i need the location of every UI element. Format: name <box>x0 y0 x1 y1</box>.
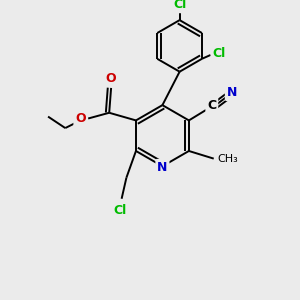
Text: O: O <box>75 112 86 125</box>
Text: Cl: Cl <box>173 0 186 11</box>
Text: N: N <box>157 161 168 174</box>
Text: O: O <box>106 72 116 85</box>
Text: CH₃: CH₃ <box>218 154 238 164</box>
Text: Cl: Cl <box>113 204 126 217</box>
Text: C: C <box>207 99 216 112</box>
Text: Cl: Cl <box>212 46 226 60</box>
Text: N: N <box>227 86 237 99</box>
